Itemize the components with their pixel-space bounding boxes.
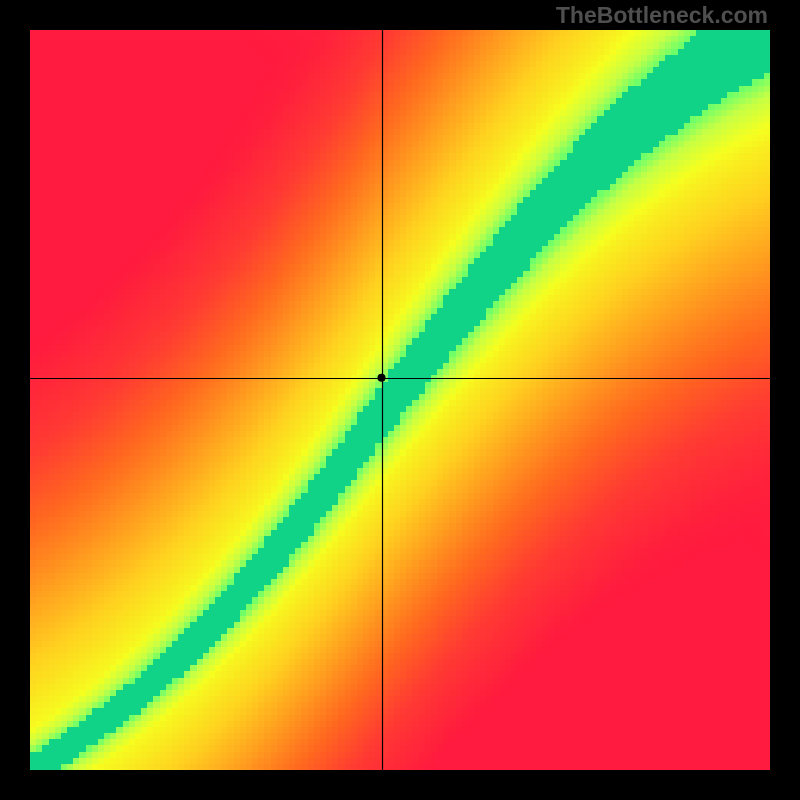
watermark-text: TheBottleneck.com — [556, 2, 768, 29]
heatmap-canvas — [0, 0, 800, 800]
chart-frame: TheBottleneck.com — [0, 0, 800, 800]
